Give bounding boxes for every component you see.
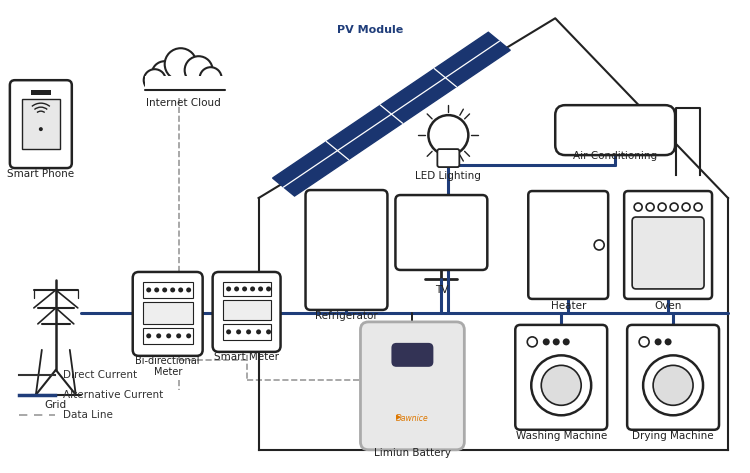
Circle shape — [531, 355, 591, 415]
Circle shape — [266, 287, 271, 291]
Text: Internet Cloud: Internet Cloud — [146, 98, 221, 108]
Circle shape — [184, 56, 213, 84]
Circle shape — [246, 329, 251, 334]
Bar — [31, 90, 51, 95]
Text: Refrigerator: Refrigerator — [315, 311, 378, 321]
Circle shape — [542, 365, 581, 405]
Circle shape — [258, 287, 263, 291]
Text: ▶: ▶ — [396, 414, 401, 420]
FancyBboxPatch shape — [555, 105, 675, 155]
Text: LED Lighting: LED Lighting — [416, 171, 482, 181]
Circle shape — [152, 61, 178, 87]
Text: PV Module: PV Module — [338, 25, 404, 35]
Circle shape — [694, 203, 702, 211]
Circle shape — [144, 69, 166, 91]
FancyBboxPatch shape — [528, 191, 608, 299]
Circle shape — [170, 288, 176, 292]
Circle shape — [543, 338, 550, 345]
Circle shape — [658, 203, 666, 211]
Circle shape — [682, 203, 690, 211]
Polygon shape — [272, 32, 510, 196]
Circle shape — [226, 329, 231, 334]
Circle shape — [176, 333, 182, 338]
FancyBboxPatch shape — [437, 149, 459, 167]
FancyBboxPatch shape — [627, 325, 719, 430]
Circle shape — [527, 337, 537, 347]
Text: Washing Machine: Washing Machine — [515, 431, 607, 441]
Circle shape — [655, 338, 662, 345]
Text: Oven: Oven — [655, 301, 682, 311]
Text: Dawnice: Dawnice — [396, 414, 429, 423]
Circle shape — [428, 115, 468, 155]
Circle shape — [266, 329, 271, 334]
Text: Bi-directional
Meter: Bi-directional Meter — [136, 356, 200, 377]
FancyBboxPatch shape — [515, 325, 608, 430]
Bar — [223, 324, 271, 340]
Circle shape — [166, 333, 171, 338]
Circle shape — [646, 203, 654, 211]
Circle shape — [594, 240, 604, 250]
Circle shape — [234, 287, 239, 291]
Circle shape — [670, 203, 678, 211]
Text: Smart Phone: Smart Phone — [8, 169, 74, 179]
Circle shape — [653, 365, 693, 405]
FancyBboxPatch shape — [632, 217, 704, 289]
FancyBboxPatch shape — [392, 343, 433, 367]
Circle shape — [644, 355, 703, 415]
FancyBboxPatch shape — [305, 190, 388, 310]
FancyBboxPatch shape — [213, 272, 280, 352]
Circle shape — [226, 287, 231, 291]
Circle shape — [639, 337, 649, 347]
Circle shape — [664, 338, 671, 345]
Circle shape — [562, 338, 570, 345]
Bar — [223, 282, 271, 296]
Circle shape — [146, 288, 152, 292]
Circle shape — [186, 288, 191, 292]
Circle shape — [178, 288, 183, 292]
FancyBboxPatch shape — [10, 80, 72, 168]
Bar — [142, 328, 193, 344]
Bar — [142, 302, 193, 324]
Circle shape — [39, 127, 43, 131]
Circle shape — [634, 203, 642, 211]
Circle shape — [146, 333, 152, 338]
Text: Data Line: Data Line — [63, 410, 112, 420]
Text: Heater: Heater — [550, 301, 586, 311]
Text: Direct Current: Direct Current — [63, 370, 137, 380]
Text: Smart Meter: Smart Meter — [214, 352, 279, 362]
FancyBboxPatch shape — [133, 272, 202, 356]
Text: Drying Machine: Drying Machine — [632, 431, 714, 441]
Bar — [145, 76, 224, 94]
Circle shape — [162, 288, 167, 292]
Text: Limiun Battery: Limiun Battery — [374, 448, 451, 458]
Bar — [223, 300, 271, 320]
Circle shape — [242, 287, 247, 291]
Circle shape — [200, 67, 222, 89]
Circle shape — [154, 288, 159, 292]
Text: Alternative Current: Alternative Current — [63, 390, 163, 400]
FancyBboxPatch shape — [361, 322, 464, 450]
Bar — [22, 99, 60, 149]
Circle shape — [250, 287, 255, 291]
Circle shape — [256, 329, 261, 334]
Circle shape — [186, 333, 191, 338]
Circle shape — [165, 48, 196, 80]
Text: TV: TV — [435, 285, 448, 295]
FancyBboxPatch shape — [395, 195, 488, 270]
Bar — [142, 282, 193, 298]
Text: Air Conditioning: Air Conditioning — [573, 151, 657, 161]
Circle shape — [156, 333, 161, 338]
FancyBboxPatch shape — [624, 191, 712, 299]
Circle shape — [236, 329, 241, 334]
Circle shape — [553, 338, 560, 345]
Text: Grid: Grid — [45, 400, 67, 410]
